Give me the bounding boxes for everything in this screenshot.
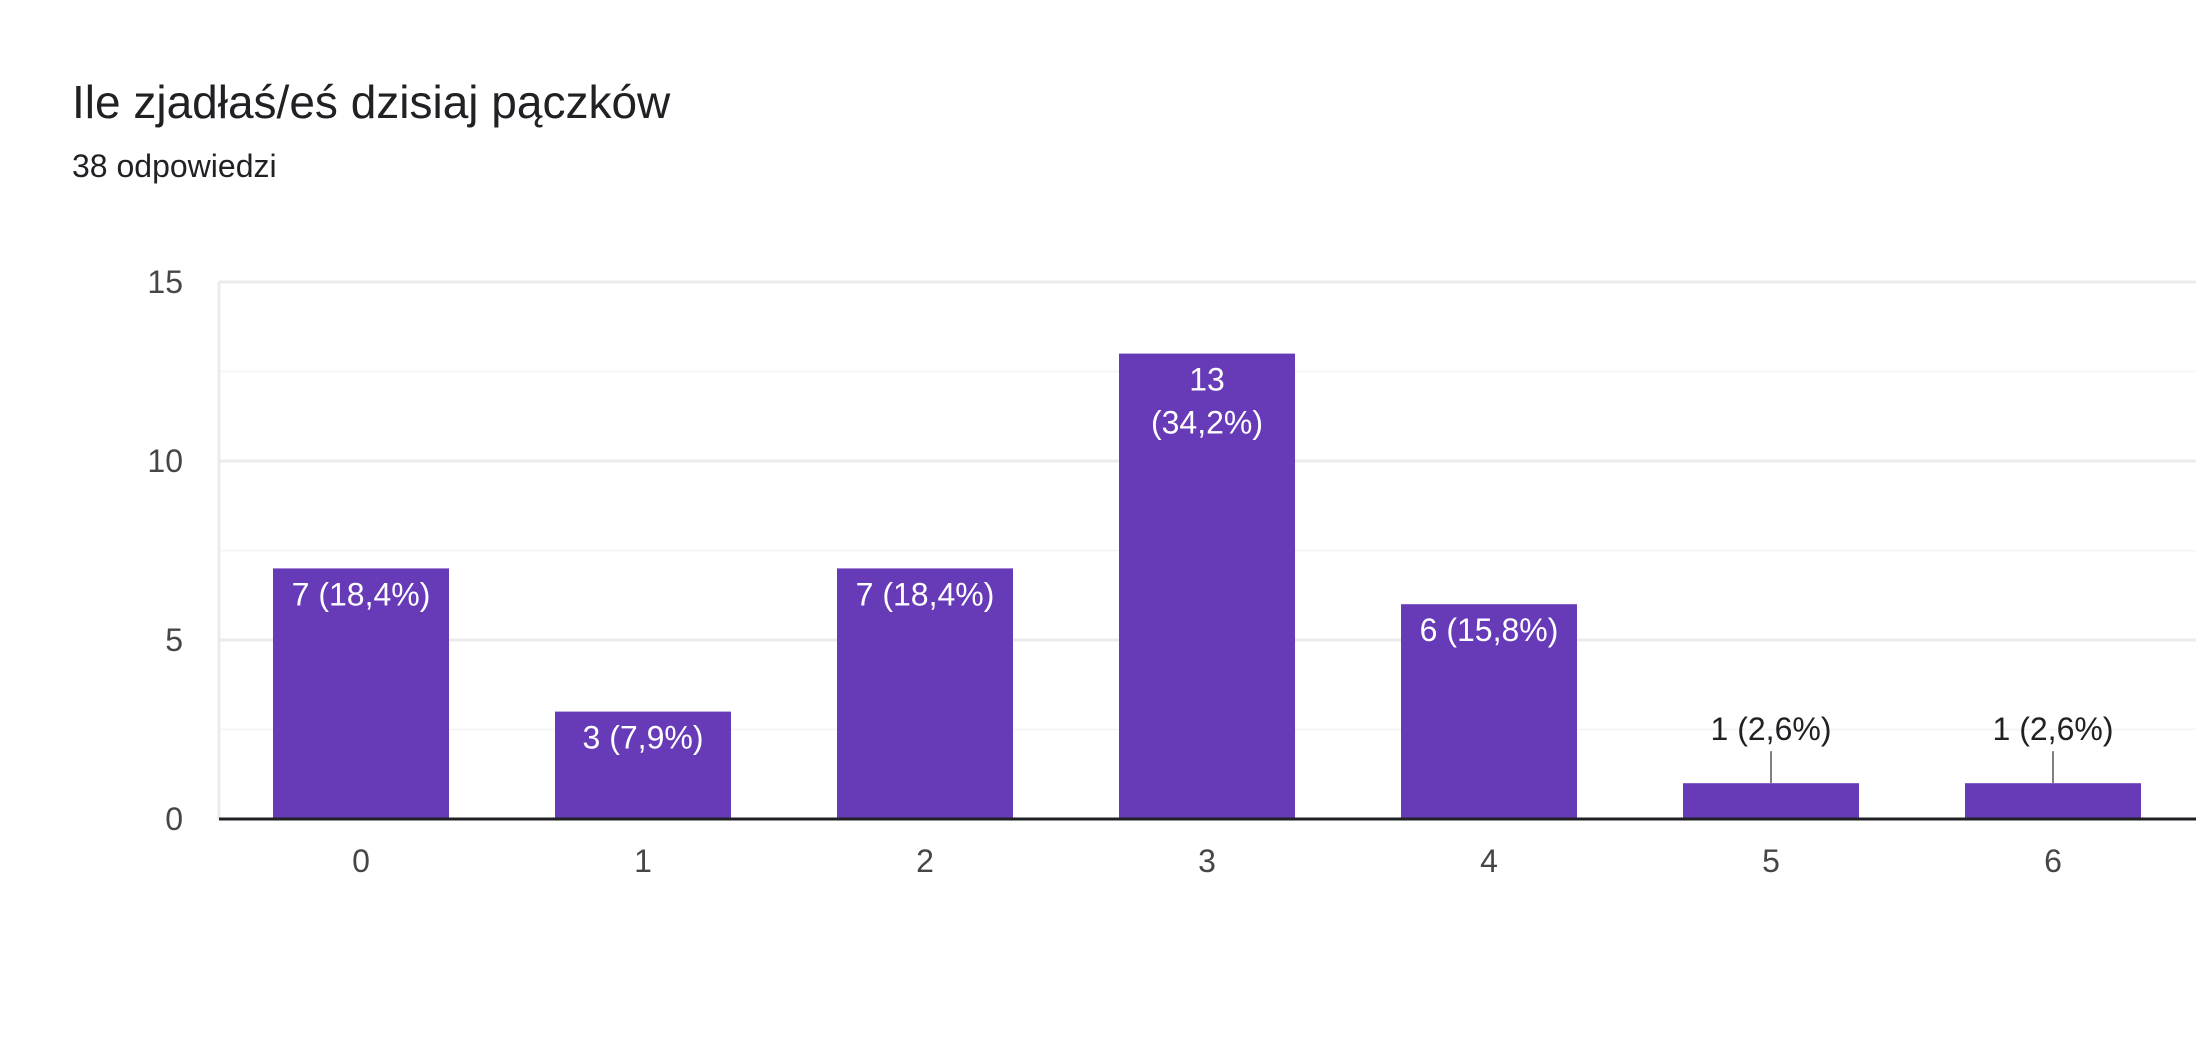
x-tick-label: 4: [1480, 843, 1498, 879]
axes: 0 5 10 15 0 1 2 3 4 5 6: [147, 264, 2196, 879]
response-count: 38 odpowiedzi: [72, 148, 277, 184]
y-tick-label: 0: [165, 801, 183, 837]
y-tick-label: 10: [147, 443, 183, 479]
data-label: 3 (7,9%): [583, 720, 704, 756]
chart-title: Ile zjadłaś/eś dzisiaj pączków: [72, 76, 671, 128]
bars: [273, 353, 2141, 819]
x-tick-label: 3: [1198, 843, 1216, 879]
y-tick-label: 5: [165, 622, 183, 658]
bar: [1683, 783, 1859, 819]
bar: [1965, 783, 2141, 819]
bar: [1401, 604, 1577, 819]
data-label: 13: [1189, 362, 1225, 398]
bar: [555, 711, 731, 819]
data-label: 1 (2,6%): [1711, 711, 1832, 747]
data-label: 7 (18,4%): [856, 576, 995, 612]
x-tick-label: 0: [352, 843, 370, 879]
bar: [837, 568, 1013, 819]
bar: [1119, 353, 1295, 819]
data-label: (34,2%): [1151, 405, 1263, 441]
data-label: 6 (15,8%): [1420, 612, 1559, 648]
data-label: 1 (2,6%): [1993, 711, 2114, 747]
x-tick-label: 1: [634, 843, 652, 879]
bar: [273, 568, 449, 819]
x-tick-label: 2: [916, 843, 934, 879]
x-tick-label: 6: [2044, 843, 2062, 879]
x-tick-label: 5: [1762, 843, 1780, 879]
y-tick-label: 15: [147, 264, 183, 300]
data-label: 7 (18,4%): [292, 576, 431, 612]
data-labels: 7 (18,4%) 3 (7,9%) 7 (18,4%) 13 (34,2%) 6 (15…: [292, 362, 2114, 784]
